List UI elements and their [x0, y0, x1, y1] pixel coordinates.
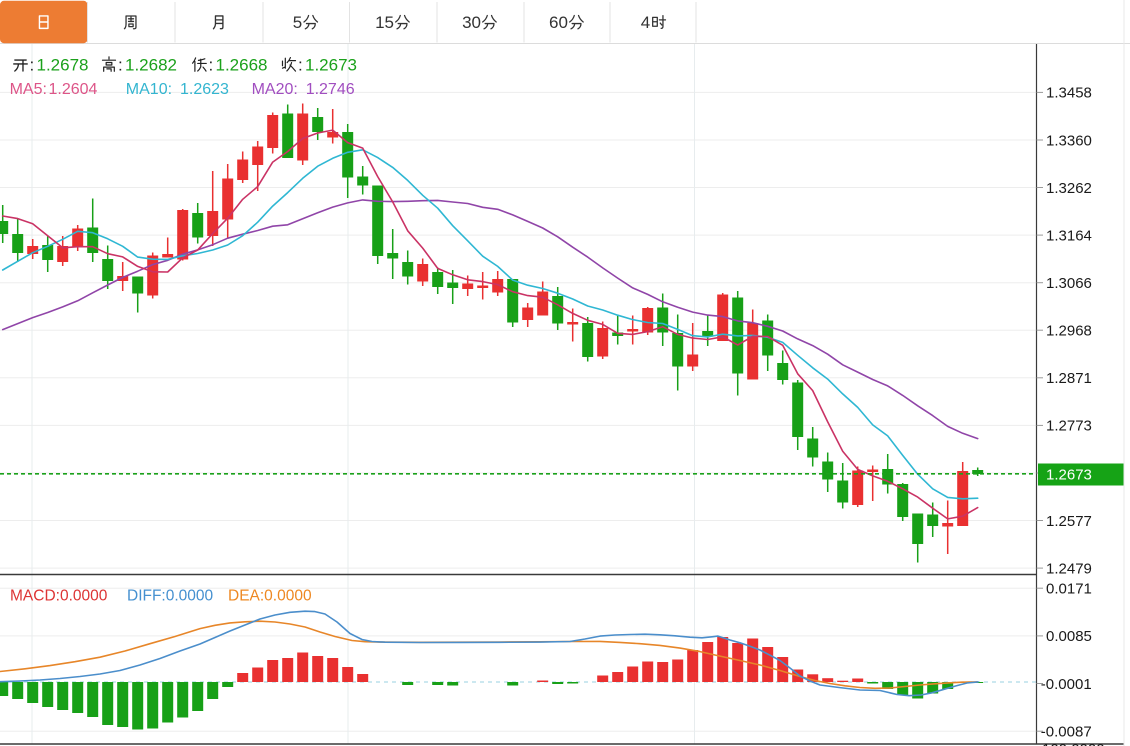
- svg-text:-0.0001: -0.0001: [1041, 676, 1092, 693]
- svg-text::: :: [30, 55, 35, 74]
- svg-text:1.2668: 1.2668: [216, 55, 268, 74]
- svg-text:1.2682: 1.2682: [125, 55, 177, 74]
- svg-text:0.0085: 0.0085: [1046, 628, 1092, 645]
- svg-text:1.2577: 1.2577: [1046, 513, 1092, 530]
- svg-text:1.2673: 1.2673: [1046, 467, 1092, 484]
- svg-text:MA10:: MA10:: [126, 81, 172, 98]
- svg-text:1.3262: 1.3262: [1046, 180, 1092, 197]
- svg-text::: :: [298, 55, 303, 74]
- svg-text:MA20:: MA20:: [252, 81, 298, 98]
- svg-text:1.2746: 1.2746: [306, 81, 355, 98]
- svg-text:4: 4: [641, 13, 650, 32]
- svg-text:1.2773: 1.2773: [1046, 418, 1092, 435]
- svg-text:1.2678: 1.2678: [37, 55, 89, 74]
- svg-text::: :: [118, 55, 123, 74]
- svg-text::: :: [209, 55, 214, 74]
- svg-text:100.0000: 100.0000: [1042, 741, 1105, 746]
- svg-text:1.2479: 1.2479: [1046, 560, 1092, 577]
- svg-text:1.2673: 1.2673: [305, 55, 357, 74]
- svg-text:1.3360: 1.3360: [1046, 132, 1092, 149]
- svg-text:-0.0087: -0.0087: [1041, 724, 1092, 741]
- svg-text:30: 30: [462, 13, 481, 32]
- svg-text:1.3458: 1.3458: [1046, 85, 1092, 102]
- svg-text:5: 5: [293, 13, 302, 32]
- svg-text:DEA:0.0000: DEA:0.0000: [228, 587, 312, 604]
- svg-text:0.0171: 0.0171: [1046, 581, 1092, 598]
- svg-text:1.2623: 1.2623: [180, 81, 229, 98]
- svg-text:60: 60: [549, 13, 568, 32]
- svg-text:15: 15: [375, 13, 394, 32]
- svg-text:MA5:: MA5:: [10, 81, 47, 98]
- svg-text:1.2968: 1.2968: [1046, 323, 1092, 340]
- svg-text:1.3164: 1.3164: [1046, 227, 1092, 244]
- svg-text:MACD:0.0000: MACD:0.0000: [10, 587, 108, 604]
- svg-text:1.2604: 1.2604: [49, 81, 98, 98]
- svg-text:1.3066: 1.3066: [1046, 275, 1092, 292]
- svg-text:DIFF:0.0000: DIFF:0.0000: [127, 587, 214, 604]
- svg-text:1.2871: 1.2871: [1046, 370, 1092, 387]
